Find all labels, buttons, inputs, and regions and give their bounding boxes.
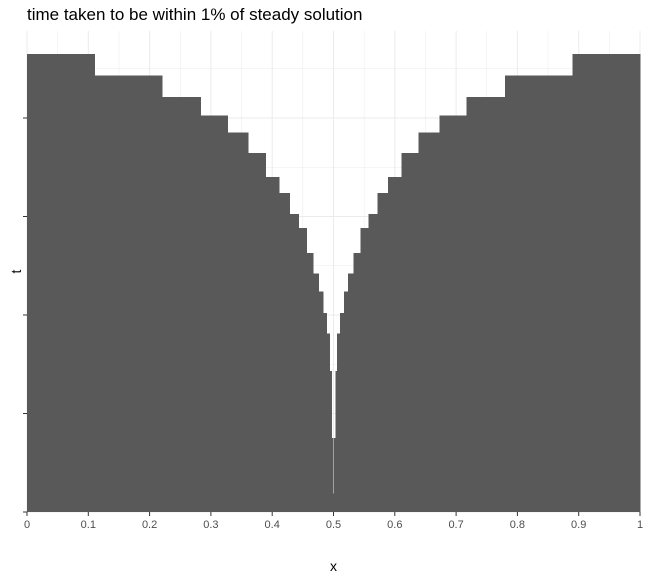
bar [340,313,345,512]
bar [348,273,355,512]
x-tick-label: 0.7 [448,519,463,531]
bar [306,252,314,512]
x-tick-label: 0.9 [571,519,586,531]
bar [329,370,333,512]
bar [265,177,280,512]
chart-title: time taken to be within 1% of steady sol… [27,5,363,24]
bar [337,333,341,512]
bar [313,273,320,512]
bar [323,313,328,512]
bar [466,97,506,512]
bar [248,152,266,513]
bar [334,437,336,512]
bar [331,437,334,512]
bar [439,115,467,512]
bar [298,228,307,513]
bar [360,228,369,513]
bar [353,252,361,512]
x-tick-label: 0.3 [203,519,218,531]
bars-group [27,54,641,513]
bar [368,213,379,513]
bar [200,115,228,512]
bar [572,54,641,512]
x-tick-label: 0.5 [326,519,341,531]
bar [332,493,335,512]
bar [289,213,299,513]
x-tick-label: 0.6 [387,519,402,531]
bar [343,291,349,512]
bar [401,152,420,513]
y-axis-label: t [8,269,24,273]
bar [326,333,331,512]
bar [161,97,201,512]
x-tick-label: 0.2 [142,519,157,531]
x-axis-label: x [330,558,337,574]
bar [227,132,249,512]
bar [418,132,440,512]
axes-group: 0 0.1 0.2 0.3 0.4 0.5 0.6 0.7 0.8 0.9 1 [23,117,643,531]
bar [377,193,389,512]
x-tick-label: 1 [637,519,643,531]
bar [335,370,338,512]
bar [388,177,402,512]
bar [505,75,573,512]
x-tick-label: 0.1 [81,519,96,531]
bar [278,193,290,512]
bar [318,291,324,512]
x-tick-label: 0.8 [510,519,525,531]
bar [94,75,163,512]
x-tick-label: 0 [24,519,30,531]
x-tick-label: 0.4 [265,519,280,531]
bar [27,54,95,512]
